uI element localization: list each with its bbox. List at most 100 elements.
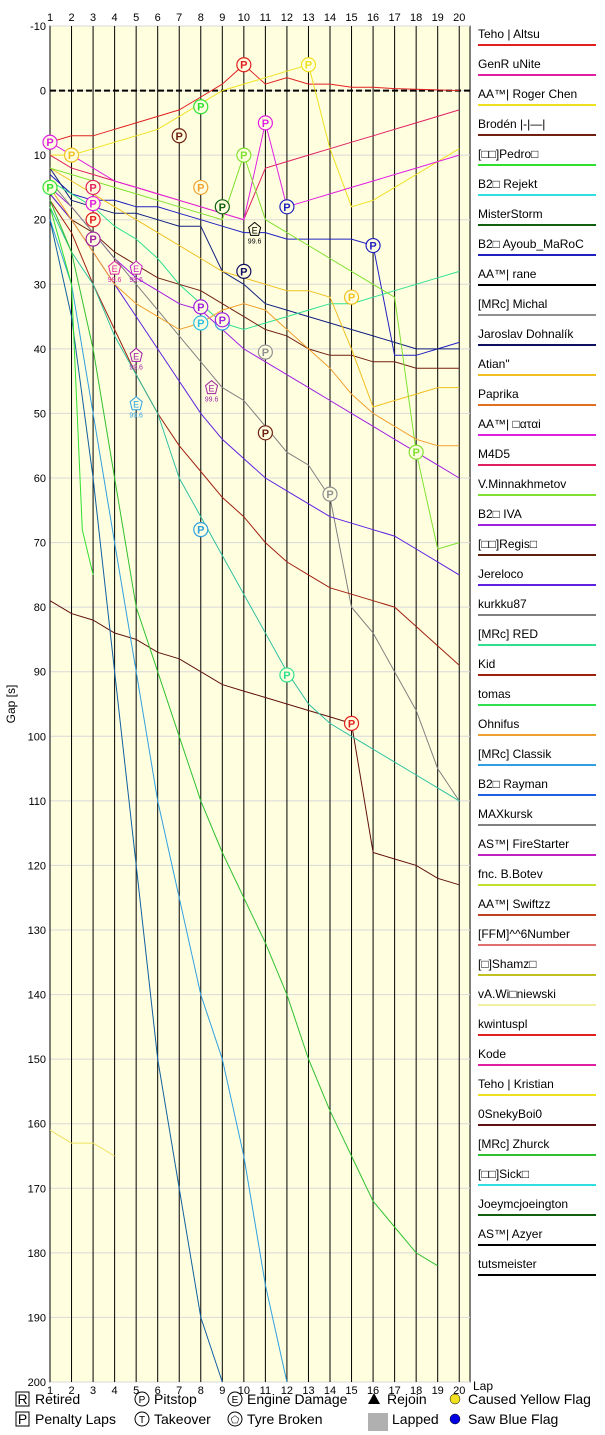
pitstop-letter: P (240, 266, 247, 278)
y-tick-label: 200 (28, 1377, 46, 1389)
pitstop-circle (85, 212, 101, 228)
x-tick-label-bottom: 10 (238, 1385, 250, 1397)
pitstop-circle (322, 486, 338, 502)
x-tick-label-bottom: 17 (388, 1385, 400, 1397)
pitstop-letter: P (369, 241, 376, 253)
driver-label: vA.Wi□niewski (478, 987, 556, 1001)
series-line-4 (49, 167, 460, 350)
legend-box (15, 1391, 30, 1407)
pitstop-marker: P (257, 344, 273, 360)
symbol-legend: R Retired P Pitstop E Engine Damage Rejoin Caus… (15, 1391, 591, 1431)
driver-label: Kode (478, 1047, 506, 1061)
pitstop-letter: P (240, 60, 247, 72)
pitstop-letter: P (219, 315, 226, 327)
driver-label: Atian" (478, 357, 510, 371)
pitstop-marker: P (85, 195, 101, 212)
event-markers: PPPPPPPPPPPPPPPPPPPPPPPPPPPPPPE99.6E99.6… (42, 57, 424, 731)
driver-legend: Teho | Altsu GenR uNite AA™| Roger Chen Bro… (478, 27, 596, 1276)
engine-damage-marker: E 99.6 (129, 396, 143, 420)
pitstop-marker: P (193, 179, 209, 196)
x-tick-label-bottom: 13 (302, 1385, 314, 1397)
y-axis-label: Gap [s] (4, 685, 18, 724)
legend-item: Lapped (368, 1411, 439, 1431)
x-tick-label-top: 1 (47, 12, 53, 24)
driver-label: B2□ Rayman (478, 777, 548, 791)
driver-label: Ohnifus (478, 717, 519, 731)
legend-circle (227, 1411, 243, 1427)
x-tick-label-bottom: 16 (367, 1385, 379, 1397)
series-line-17 (49, 219, 288, 1383)
pitstop-circle (193, 315, 209, 331)
y-tick-label: 100 (28, 731, 46, 743)
pitstop-circle (300, 57, 317, 73)
driver-label: B2□ Rejekt (478, 177, 538, 191)
pitstop-letter: P (197, 182, 204, 194)
pitstop-marker: P (300, 57, 317, 73)
pitstop-marker: P (236, 263, 252, 279)
pitstop-letter: P (240, 150, 247, 162)
pitstop-circle (193, 299, 209, 315)
x-tick-label-top: 20 (453, 12, 465, 24)
y-tick-label: 180 (28, 1248, 46, 1260)
legend-symbol: ⬠ (231, 1415, 240, 1426)
engine-damage-letter: E (133, 400, 139, 410)
series-line-20 (49, 206, 94, 576)
engine-damage-letter: E (133, 264, 139, 274)
x-tick-label-bottom: 4 (112, 1385, 118, 1397)
legend-item: Saw Blue Flag (449, 1411, 558, 1427)
pitstop-circle (214, 312, 230, 328)
engine-damage-letter: E (133, 351, 139, 361)
x-tick-label-top: 11 (260, 12, 271, 24)
pitstop-circle (236, 263, 252, 279)
pitstop-letter: P (305, 60, 312, 72)
driver-label: AA™| Roger Chen (478, 87, 577, 101)
pitstop-circle (279, 199, 295, 215)
legend-symbol: R (17, 1391, 27, 1407)
x-tick-label-top: 13 (302, 12, 314, 24)
series-line-12 (49, 193, 460, 576)
x-tick-label-bottom: 3 (90, 1385, 96, 1397)
engine-damage-shape (108, 260, 122, 275)
pitstop-marker: P (408, 444, 424, 460)
pitstop-circle (85, 195, 101, 212)
legend-dot (449, 1413, 461, 1425)
driver-label: AS™| Azyer (478, 1227, 542, 1241)
legend-item: ⬠ Tyre Broken (227, 1411, 322, 1427)
x-tick-label-bottom: 2 (68, 1385, 74, 1397)
driver-label: kwintuspl (478, 1017, 527, 1031)
engine-damage-value: 99.6 (248, 238, 262, 245)
pitstop-marker: P (193, 299, 209, 315)
legend-dot (449, 1393, 461, 1405)
driver-label: Kid (478, 657, 495, 671)
series-line-8 (49, 167, 460, 408)
series-line-6 (49, 193, 460, 369)
x-tick-label-top: 19 (432, 12, 444, 24)
pitstop-circle (171, 128, 187, 144)
engine-damage-shape (248, 221, 262, 236)
y-tick-label: 70 (34, 538, 46, 550)
pitstop-marker: P (343, 715, 360, 731)
pitstop-letter: P (46, 137, 53, 149)
x-tick-label-top: 5 (133, 12, 139, 24)
pitstop-letter: P (262, 347, 269, 359)
x-tick-label-bottom: 6 (155, 1385, 161, 1397)
pitstop-letter: P (197, 102, 204, 114)
engine-damage-marker: E 99.6 (108, 260, 122, 284)
series-line-14 (49, 600, 460, 886)
pitstop-letter: P (283, 670, 290, 682)
driver-label: [MRc] Classik (478, 747, 552, 761)
x-tick-label-top: 7 (176, 12, 182, 24)
series-line-21 (49, 187, 460, 447)
driver-label: M4D5 (478, 447, 510, 461)
x-tick-label-top: 15 (345, 12, 357, 24)
legend-item: T Takeover (134, 1411, 211, 1427)
pitstop-marker: P (322, 486, 338, 502)
driver-label: [MRc] Michal (478, 297, 547, 311)
pitstop-marker: P (193, 99, 209, 115)
y-tick-label: 110 (28, 796, 46, 808)
driver-label: [□□]Regis□ (478, 537, 537, 551)
engine-damage-marker: E 99.6 (205, 379, 218, 404)
legend-label: Penalty Laps (35, 1411, 116, 1427)
y-tick-label: 120 (28, 860, 46, 872)
